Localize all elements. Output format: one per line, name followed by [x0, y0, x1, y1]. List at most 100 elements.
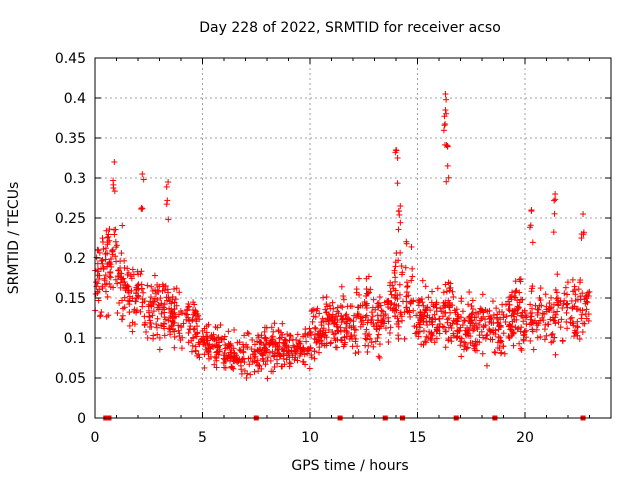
data-point: [203, 329, 210, 336]
data-point: [272, 341, 279, 348]
data-point: [479, 350, 486, 357]
data-point: [397, 203, 404, 209]
data-point: [165, 179, 172, 185]
data-point: [425, 294, 432, 301]
data-point: [111, 159, 118, 165]
data-point: [444, 143, 451, 150]
data-point: [426, 328, 433, 335]
data-point: [337, 336, 344, 343]
data-point: [137, 308, 144, 315]
data-point: [306, 365, 313, 372]
data-point: [551, 210, 558, 217]
data-point: [278, 363, 285, 370]
data-point: [269, 348, 276, 355]
data-point: [574, 323, 581, 330]
data-point: [349, 303, 356, 310]
data-point: [564, 279, 571, 286]
grid-lines: [95, 58, 611, 418]
data-point: [339, 304, 346, 311]
data-point: [175, 322, 182, 329]
data-point: [515, 325, 522, 332]
data-point: [115, 267, 122, 274]
data-point: [517, 276, 524, 283]
data-point: [493, 305, 500, 312]
data-point: [312, 325, 319, 332]
data-point: [410, 307, 417, 314]
data-point: [509, 323, 516, 330]
data-point: [111, 188, 118, 195]
data-point: [155, 289, 162, 296]
data-point: [464, 344, 471, 351]
data-point: [436, 315, 443, 322]
data-point: [530, 346, 537, 353]
data-point: [220, 359, 227, 366]
data-point: [121, 294, 128, 301]
data-point: [515, 305, 522, 312]
data-point: [268, 368, 275, 375]
data-point: [185, 339, 192, 346]
data-point: [442, 107, 449, 113]
data-point: [126, 293, 133, 300]
data-point: [120, 305, 127, 312]
data-point: [114, 310, 121, 317]
data-point: [106, 237, 113, 244]
data-point: [325, 321, 332, 328]
data-point: [123, 284, 130, 291]
data-point: [424, 312, 431, 319]
data-point: [571, 287, 578, 294]
data-point: [293, 349, 300, 356]
data-point: [251, 368, 258, 375]
data-point: [552, 191, 559, 197]
data-point: [363, 336, 370, 343]
data-point: [529, 239, 536, 246]
data-point: [185, 329, 192, 336]
data-point: [147, 298, 154, 305]
data-point: [482, 316, 489, 323]
data-point: [339, 315, 346, 322]
data-point: [416, 328, 423, 335]
data-point: [344, 316, 351, 323]
data-point: [95, 266, 102, 273]
data-point: [230, 365, 237, 372]
data-point: [279, 320, 286, 327]
data-point: [477, 317, 484, 324]
data-point: [98, 265, 105, 272]
data-point: [106, 260, 113, 267]
data-point: [403, 289, 410, 296]
data-point: [455, 313, 462, 320]
data-point: [255, 368, 262, 375]
data-point: [259, 351, 266, 358]
data-point: [546, 305, 553, 312]
data-point: [168, 300, 175, 307]
data-point: [100, 239, 107, 246]
data-point: [316, 344, 323, 351]
data-point: [300, 344, 307, 351]
data-point: [333, 313, 340, 320]
data-point: [93, 279, 100, 286]
data-point: [149, 287, 156, 294]
data-point: [276, 351, 283, 358]
data-point: [352, 327, 359, 334]
data-point: [527, 301, 534, 308]
data-point: [429, 288, 436, 295]
data-point: [280, 340, 287, 347]
data-point: [175, 327, 182, 334]
data-point: [531, 317, 538, 324]
data-point: [280, 355, 287, 362]
data-point: [290, 342, 297, 349]
data-point: [286, 337, 293, 344]
data-point: [408, 277, 415, 284]
data-point: [583, 306, 590, 313]
data-point: [567, 315, 574, 322]
data-point: [574, 296, 581, 303]
data-point: [468, 302, 475, 309]
data-point: [498, 349, 505, 356]
data-point: [316, 349, 323, 356]
data-point: [247, 371, 254, 378]
axis-ticks: [94, 57, 611, 419]
data-point: [509, 289, 516, 296]
data-point: [395, 208, 402, 215]
data-point: [523, 327, 530, 334]
data-point: [201, 351, 208, 358]
data-point: [314, 305, 321, 312]
